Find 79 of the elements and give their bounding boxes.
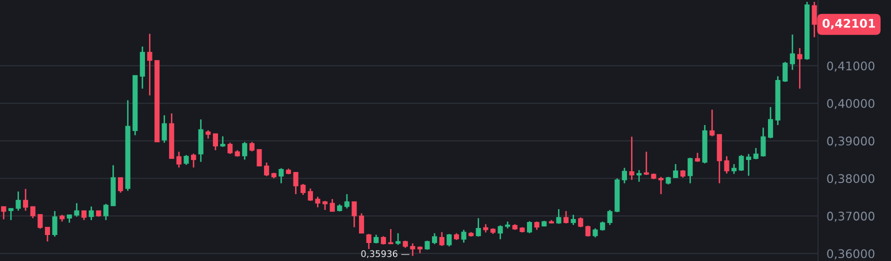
candlestick [1,206,6,220]
candlestick [52,210,58,238]
candlestick [461,229,466,244]
candlestick [242,141,248,160]
candlestick [249,141,255,152]
candlestick [688,157,693,184]
candlestick [694,152,700,163]
candlestick [30,206,36,219]
candlestick [8,208,14,221]
y-tick-label: 0,37000 [827,212,874,222]
candlestick [388,228,394,245]
candlestick [724,156,730,174]
candlestick [184,154,189,166]
candlestick [293,172,298,195]
candlestick [658,176,664,195]
candlestick [585,225,590,238]
candlestick [81,210,87,221]
candlestick [563,210,569,224]
y-tick-label: 0,40000 [827,98,874,110]
candlestick [731,163,737,175]
text: 0,42101 [822,18,875,30]
candlestick [622,167,627,184]
candlestick [570,214,576,226]
candlestick [103,203,108,221]
candlestick [264,162,270,177]
candlestick [147,33,152,96]
y-tick-label: 0,38000 [827,174,874,184]
candlestick [176,151,182,168]
candlestick [768,106,774,139]
candlestick [600,220,606,232]
candlestick [498,224,503,240]
candlestick [256,149,262,166]
candlestick [673,163,678,179]
candlestick [88,206,94,221]
candlestick [432,232,438,245]
y-tick-label: 0,41000 [827,61,874,72]
candlestick [636,169,642,182]
candlestick [710,108,715,138]
candlestick [790,34,795,71]
candlestick [212,132,218,151]
candlestick [446,233,452,248]
candlestick [738,154,744,172]
candlestick [118,176,124,194]
candlestick [16,190,21,212]
candlestick [644,151,649,176]
candlestick [410,242,416,257]
candlestick [760,126,766,158]
annotation: 0,35936 — [361,250,410,258]
candlestick [746,153,752,176]
candlestick [556,208,562,225]
candlestick [220,136,226,148]
candlestick [308,188,313,202]
y-tick-label: 0,39000 [827,136,874,147]
candlestick [23,188,28,212]
candlestick [396,232,401,246]
candlestick [315,196,320,208]
candlestick [344,193,350,210]
candlestick [366,233,372,250]
candlestick [352,200,357,228]
candlestick [476,217,481,238]
candlestick [300,183,306,196]
candlestick [191,152,196,168]
candlestick [526,220,532,234]
y-tick-label: 0,36000 [827,249,874,260]
candlestick [278,168,284,184]
candlestick [439,231,444,247]
candlestick [38,214,43,230]
candlestick [592,228,598,238]
candlestick [228,142,233,155]
candlestick [162,114,167,144]
candlestick [322,200,328,211]
candlestick [44,226,50,242]
candlestick [330,198,335,212]
candlestick [629,136,634,181]
candlestick [358,212,364,234]
candlestick [797,47,802,90]
candlestick [607,209,612,226]
candlestick [74,202,80,218]
candlestick [782,61,788,83]
